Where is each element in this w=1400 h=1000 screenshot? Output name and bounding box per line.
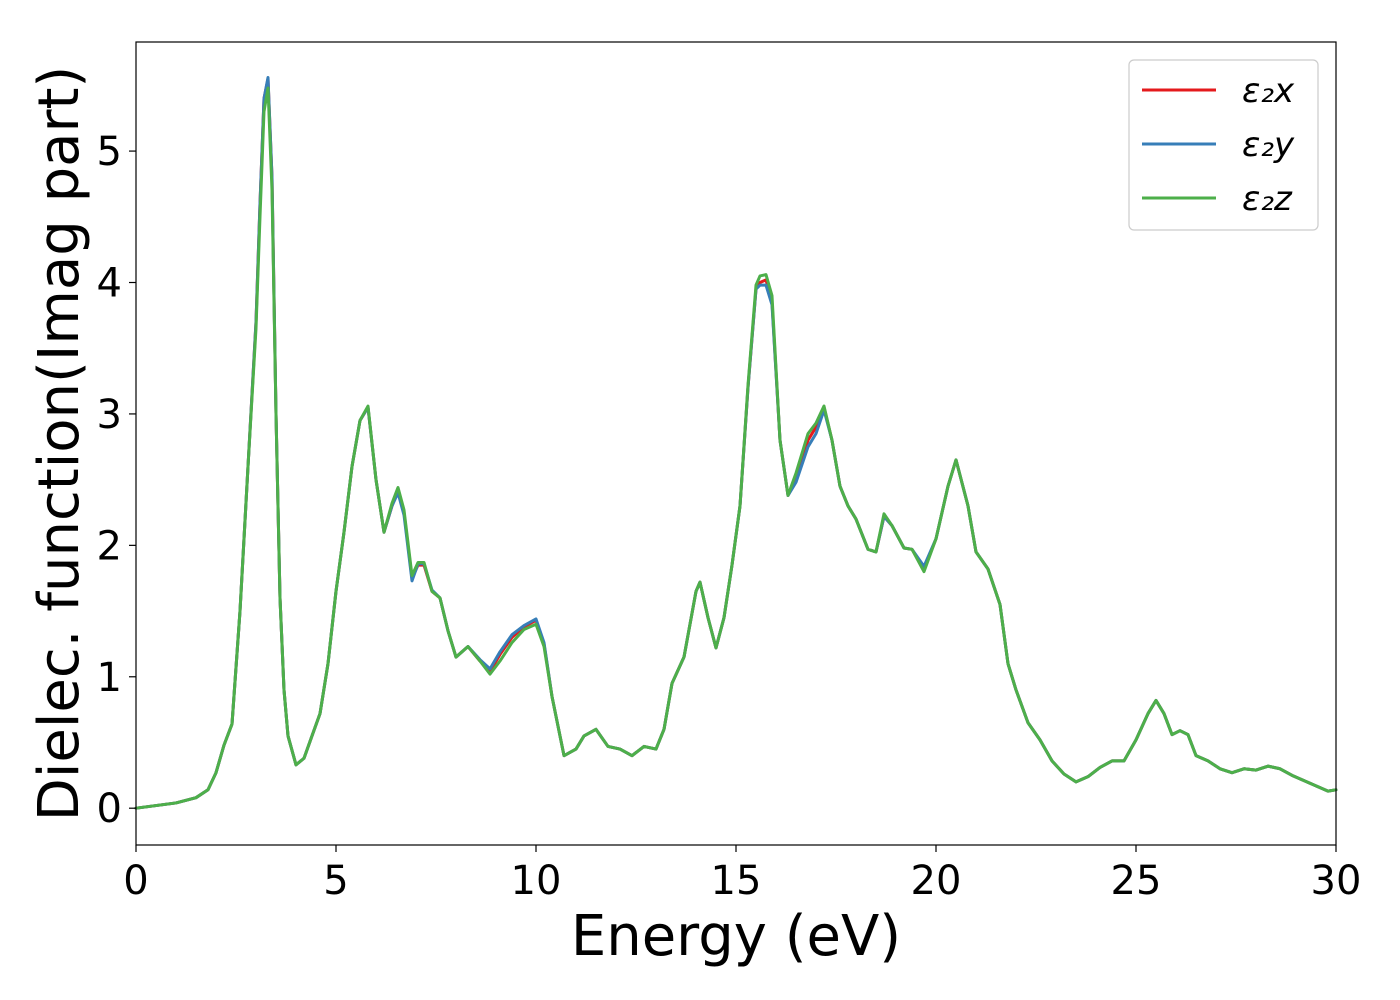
legend-label: ε₂z [1242, 179, 1293, 219]
y-tick-label: 0 [97, 786, 122, 832]
x-tick-label: 30 [1311, 858, 1362, 904]
legend-label: ε₂x [1242, 71, 1295, 111]
x-tick-label: 15 [711, 858, 762, 904]
legend-box [1128, 59, 1319, 231]
legend-label: ε₂y [1242, 125, 1295, 165]
x-tick-label: 20 [911, 858, 962, 904]
x-tick-label: 5 [323, 858, 348, 904]
y-tick-label: 1 [97, 655, 122, 701]
legend: ε₂x ε₂y ε₂z [1128, 59, 1319, 231]
y-tick-label: 4 [97, 261, 122, 307]
x-tick-label: 10 [511, 858, 562, 904]
y-axis-title: Dielec. function(Imag part) [27, 66, 92, 822]
y-tick-label: 2 [97, 523, 122, 569]
x-axis: 0 5 10 15 20 25 30 [123, 845, 1361, 904]
x-tick-label: 25 [1111, 858, 1162, 904]
x-tick-label: 0 [123, 858, 148, 904]
y-tick-label: 5 [97, 129, 122, 175]
series-line-3 [134, 86, 1338, 810]
x-axis-title: Energy (eV) [571, 904, 901, 969]
y-axis: 0 1 2 3 4 5 [97, 129, 136, 832]
y-tick-label: 3 [97, 392, 122, 438]
series-layer [134, 75, 1338, 810]
